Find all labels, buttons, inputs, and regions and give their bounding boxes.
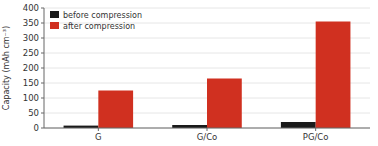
y-axis-line bbox=[44, 8, 45, 128]
bar bbox=[98, 91, 133, 129]
grid-line bbox=[44, 8, 370, 9]
bar bbox=[207, 79, 242, 129]
x-tick bbox=[315, 128, 316, 131]
bar bbox=[281, 122, 316, 128]
x-tick-label: G/Co bbox=[197, 132, 218, 142]
bar bbox=[316, 22, 351, 129]
chart-container: 0 50 100 150 200 250 300 350 400 Capacity (mAh cm… bbox=[0, 0, 378, 146]
x-tick-label: PG/Co bbox=[303, 132, 329, 142]
legend-label: before compression bbox=[63, 11, 142, 20]
y-axis-label: Capacity (mAh cm⁻³) bbox=[2, 26, 11, 110]
x-tick bbox=[98, 128, 99, 131]
y-tick-label: 350 bbox=[23, 18, 39, 28]
y-tick-label: 200 bbox=[23, 63, 39, 73]
y-tick-label: 400 bbox=[23, 3, 39, 13]
legend-label: after compression bbox=[63, 22, 135, 31]
x-tick-label: G bbox=[95, 132, 102, 142]
y-tick-label: 250 bbox=[23, 48, 39, 58]
y-tick-label: 100 bbox=[23, 93, 39, 103]
legend-swatch bbox=[50, 11, 59, 18]
legend: before compression after compression bbox=[50, 11, 142, 31]
y-tick-label: 50 bbox=[28, 108, 39, 118]
y-tick-label: 300 bbox=[23, 33, 39, 43]
y-tick-label: 0 bbox=[34, 123, 39, 133]
legend-swatch bbox=[50, 22, 59, 29]
bars bbox=[64, 22, 351, 129]
x-tick bbox=[207, 128, 208, 131]
chart: 0 50 100 150 200 250 300 350 400 Capacity (mAh cm… bbox=[0, 0, 378, 146]
y-tick-label: 150 bbox=[23, 78, 39, 88]
y-axis: 0 50 100 150 200 250 300 350 400 bbox=[23, 3, 370, 133]
